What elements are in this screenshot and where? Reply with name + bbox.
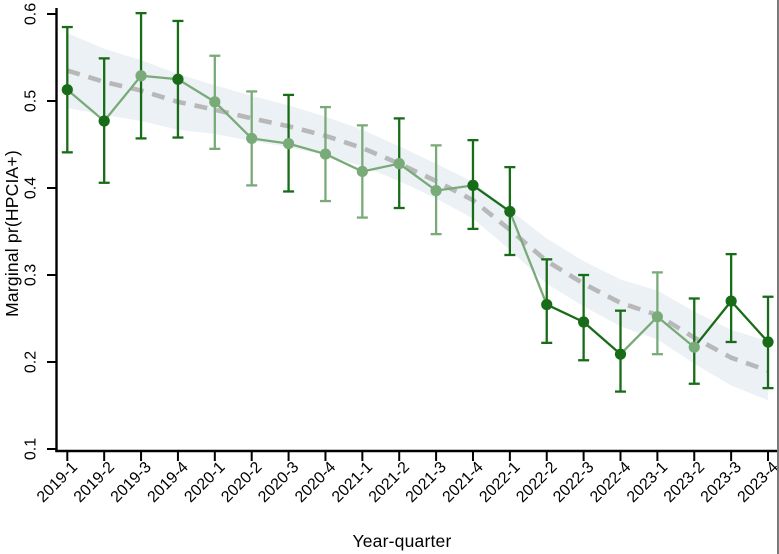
x-tick-label-2022-2: 2022-2 xyxy=(513,459,560,506)
x-tick-label-2022-1: 2022-1 xyxy=(476,459,523,506)
series-segment xyxy=(103,75,142,122)
x-tick-label-2020-4: 2020-4 xyxy=(292,459,339,506)
data-point-2023-2 xyxy=(688,341,700,353)
y-axis-title: Marginal pr(HPCIA+) xyxy=(1,149,22,317)
data-point-2021-3 xyxy=(430,185,442,197)
series-segment xyxy=(472,184,511,213)
data-point-2020-3 xyxy=(282,138,295,150)
series-segment xyxy=(251,137,289,145)
series-segment xyxy=(362,162,400,173)
series-segment xyxy=(66,88,105,122)
x-tick-label-2023-3: 2023-3 xyxy=(698,459,745,506)
x-tick-label-2019-2: 2019-2 xyxy=(71,459,118,506)
series-segment xyxy=(435,184,474,192)
x-tick-label-2023-4: 2023-4 xyxy=(735,459,779,506)
x-tick-label-2021-4: 2021-4 xyxy=(440,459,487,506)
trend-confidence-band xyxy=(67,33,769,401)
x-tick-label-2019-1: 2019-1 xyxy=(34,459,81,506)
series-segment xyxy=(324,153,363,173)
data-point-2021-4 xyxy=(467,179,479,191)
data-point-2020-2 xyxy=(246,132,258,145)
y-tick-label: 0.3 xyxy=(23,264,40,286)
series-segment xyxy=(693,300,733,348)
data-point-2022-2 xyxy=(541,298,553,311)
series-segment xyxy=(730,300,769,343)
series-segment xyxy=(619,315,659,355)
x-tick-label-2021-3: 2021-3 xyxy=(403,459,450,506)
x-tick-label-2023-1: 2023-1 xyxy=(624,459,671,506)
series-segment xyxy=(546,303,585,324)
y-tick-label: 0.6 xyxy=(23,3,40,25)
data-point-2022-3 xyxy=(578,316,590,328)
x-tick-label-2020-2: 2020-2 xyxy=(218,459,265,506)
y-tick-label: 0.1 xyxy=(23,438,40,460)
x-tick-label-2022-3: 2022-3 xyxy=(550,459,597,506)
data-point-2023-4 xyxy=(762,336,774,348)
data-point-2023-3 xyxy=(725,295,737,307)
data-point-2019-1 xyxy=(61,84,73,96)
data-point-2023-1 xyxy=(651,311,663,323)
series-segment xyxy=(398,162,437,192)
right-edge-line xyxy=(777,0,779,554)
series-segment xyxy=(214,101,253,140)
y-tick-label: 0.5 xyxy=(23,90,40,112)
smoothed-trend-dashed-line xyxy=(66,68,769,373)
data-point-2019-4 xyxy=(172,73,184,85)
data-point-2019-2 xyxy=(98,115,110,127)
data-point-2020-1 xyxy=(209,96,221,108)
data-point-2020-4 xyxy=(319,148,332,160)
x-tick-label-2023-2: 2023-2 xyxy=(661,459,708,506)
data-point-2019-3 xyxy=(135,70,147,82)
series-segment xyxy=(288,142,326,156)
x-axis-title: Year-quarter xyxy=(352,531,452,551)
series-segment xyxy=(582,321,622,356)
series-segment xyxy=(656,315,695,349)
series-segment xyxy=(508,211,548,306)
data-point-2021-1 xyxy=(356,165,368,178)
x-tick-label-2019-3: 2019-3 xyxy=(108,459,155,506)
x-tick-label-2020-1: 2020-1 xyxy=(181,459,228,506)
series-segment xyxy=(177,78,216,103)
data-point-2022-1 xyxy=(504,205,516,218)
x-tick-label-2021-1: 2021-1 xyxy=(329,459,376,506)
y-tick-label: 0.4 xyxy=(23,177,40,199)
x-tick-label-2022-4: 2022-4 xyxy=(587,459,634,506)
x-tick-label-2021-2: 2021-2 xyxy=(366,459,413,506)
y-tick-label: 0.2 xyxy=(23,351,40,373)
x-tick-label-2020-3: 2020-3 xyxy=(255,459,302,506)
data-point-2022-4 xyxy=(614,348,627,360)
series-segment xyxy=(140,74,179,81)
data-point-2021-2 xyxy=(393,158,405,170)
x-tick-label-2019-4: 2019-4 xyxy=(145,459,192,506)
